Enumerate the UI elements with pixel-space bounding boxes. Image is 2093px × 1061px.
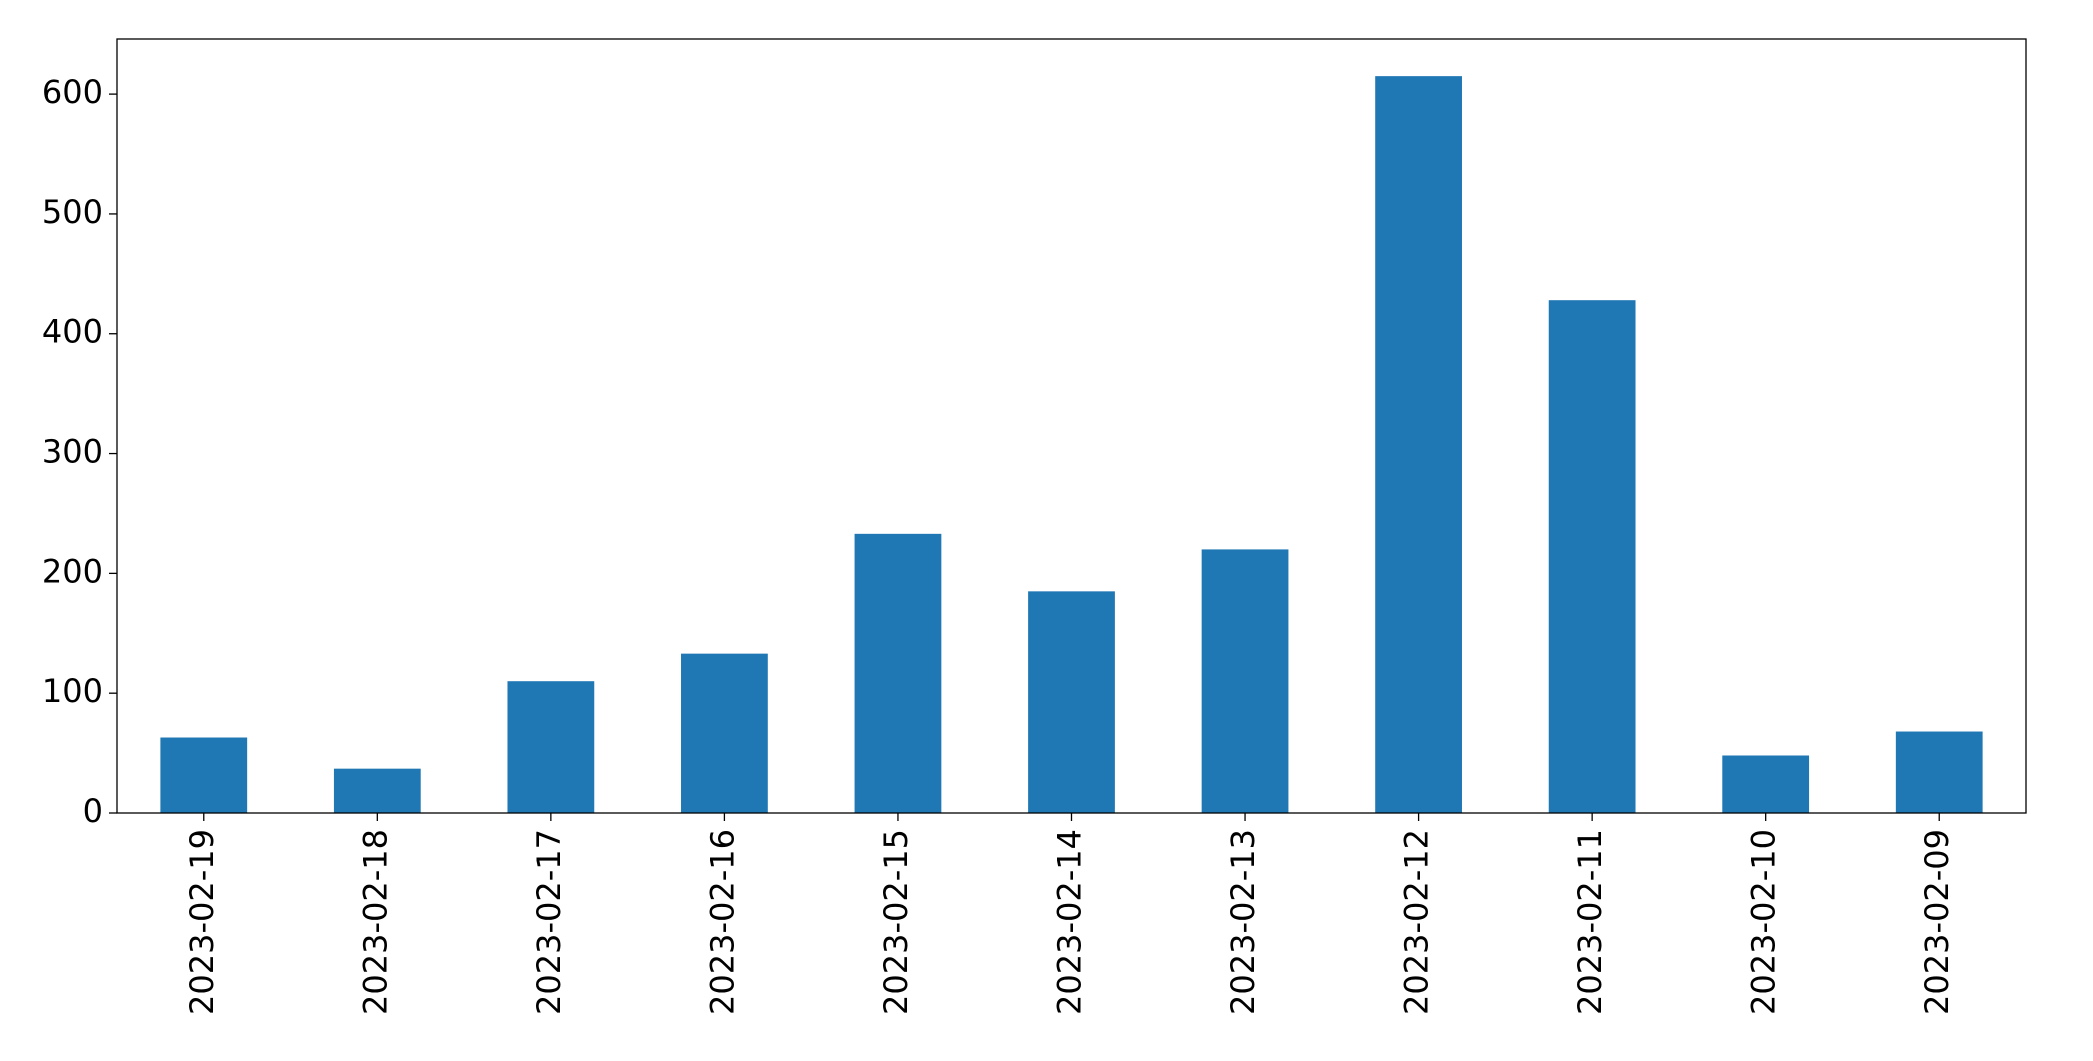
bar — [1201, 549, 1289, 813]
bar — [681, 653, 768, 813]
x-tick-label: 2023-02-14 — [1051, 829, 1089, 1015]
x-tick-label: 2023-02-15 — [877, 829, 915, 1015]
bar — [507, 681, 595, 813]
y-tick-label: 100 — [42, 672, 103, 710]
y-tick-label: 200 — [42, 552, 103, 590]
x-tick-label: 2023-02-16 — [703, 829, 741, 1015]
bar — [1895, 731, 1983, 813]
bar — [1722, 755, 1810, 813]
bar — [854, 533, 942, 813]
x-tick-label: 2023-02-10 — [1745, 829, 1783, 1015]
bar — [1548, 300, 1636, 813]
x-tick-label: 2023-02-19 — [183, 829, 221, 1015]
x-tick-label: 2023-02-11 — [1571, 829, 1609, 1015]
bar — [160, 737, 248, 813]
y-tick-label: 400 — [42, 313, 103, 351]
bar — [1028, 591, 1115, 813]
x-tick-label: 2023-02-17 — [530, 829, 568, 1015]
y-tick-label: 0 — [83, 792, 103, 830]
y-tick-label: 300 — [42, 433, 103, 471]
bar — [1375, 76, 1462, 814]
x-tick-label: 2023-02-18 — [356, 829, 394, 1015]
y-tick-label: 600 — [42, 73, 103, 111]
x-tick-label: 2023-02-09 — [1918, 829, 1956, 1015]
x-tick-label: 2023-02-13 — [1224, 829, 1262, 1015]
plot-frame — [116, 38, 2027, 814]
bar — [333, 768, 421, 813]
y-tick-label: 500 — [42, 193, 103, 231]
x-tick-label: 2023-02-12 — [1398, 829, 1436, 1015]
